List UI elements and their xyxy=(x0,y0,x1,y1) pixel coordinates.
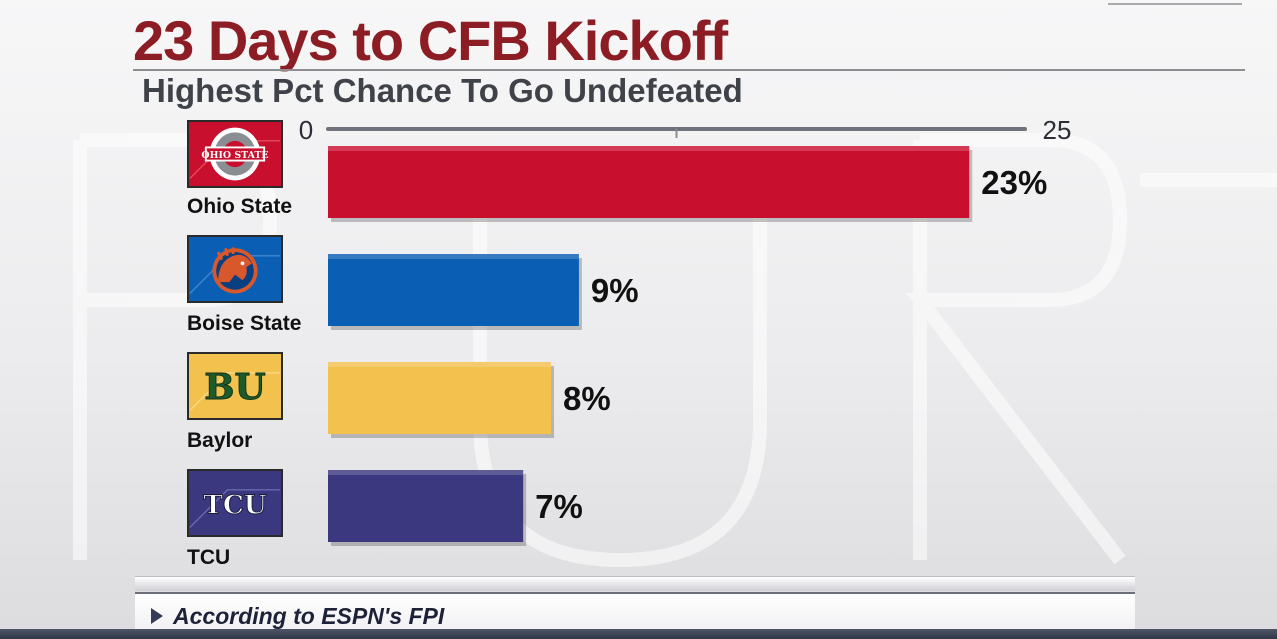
bar-tcu xyxy=(328,470,524,542)
team-label-baylor: Baylor xyxy=(187,429,253,452)
value-label: 8% xyxy=(563,380,611,417)
ohio-state-logo-icon: OHIO STATE xyxy=(187,120,283,188)
bar-highlight xyxy=(328,470,524,475)
x-tick-label: 0 xyxy=(299,115,313,145)
boise-state-bronco-logo-icon xyxy=(187,235,283,303)
baylor-bu-logo-icon: BU xyxy=(187,352,283,420)
bar-highlight xyxy=(328,254,579,259)
bar-highlight xyxy=(328,146,970,151)
title-divider xyxy=(133,69,1245,71)
source-note: According to ESPN's FPI xyxy=(173,603,445,629)
team-label-ohio-state: Ohio State xyxy=(187,195,293,218)
baylor-logo-text: BU xyxy=(204,366,265,408)
bar-ohio-state xyxy=(328,146,970,218)
value-label: 9% xyxy=(591,272,639,309)
bar-highlight xyxy=(328,362,552,367)
chart-subtitle: Highest Pct Chance To Go Undefeated xyxy=(142,72,743,109)
top-right-rule xyxy=(1108,3,1242,5)
team-label-tcu: TCU xyxy=(187,546,231,569)
value-label: 23% xyxy=(981,164,1047,201)
bar-baylor xyxy=(328,362,552,434)
footer-divider-band xyxy=(135,576,1135,591)
ohio-state-logo-text: OHIO STATE xyxy=(201,150,268,161)
page-title: 23 Days to CFB Kickoff xyxy=(133,9,728,72)
x-tick-label: 25 xyxy=(1043,115,1072,145)
team-label-boise-state: Boise State xyxy=(187,312,302,335)
tcu-logo-text: TCU xyxy=(203,489,267,520)
play-triangle-icon xyxy=(151,608,163,624)
tcu-logo-icon: TCU xyxy=(187,469,283,537)
bottom-edge-strip xyxy=(0,629,1277,639)
bar-boise-state xyxy=(328,254,579,326)
value-label: 7% xyxy=(535,488,583,525)
